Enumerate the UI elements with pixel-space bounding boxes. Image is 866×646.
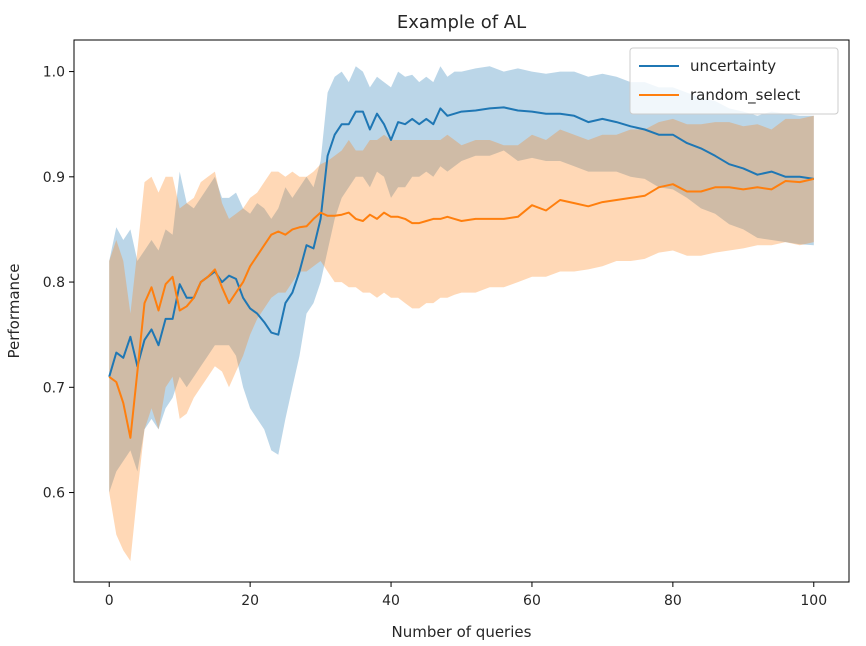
x-tick-label: 60 bbox=[523, 593, 541, 609]
y-axis-ticks: 0.6 0.7 0.8 0.9 1.0 bbox=[43, 65, 74, 502]
x-tick-label: 40 bbox=[382, 593, 400, 609]
legend-box bbox=[629, 47, 839, 115]
legend: uncertainty random_select bbox=[629, 47, 839, 115]
line-random-select bbox=[108, 177, 815, 439]
y-tick-label: 0.7 bbox=[43, 380, 65, 396]
x-axis-label: Number of queries bbox=[392, 623, 532, 641]
y-tick-label: 0.6 bbox=[43, 486, 65, 502]
y-tick-label: 0.8 bbox=[43, 275, 65, 291]
x-tick-label: 80 bbox=[664, 593, 682, 609]
y-tick-label: 1.0 bbox=[43, 65, 65, 81]
legend-label-uncertainty: uncertainty bbox=[690, 57, 776, 75]
confidence-bands bbox=[109, 66, 814, 562]
band-uncertainty bbox=[109, 66, 814, 493]
y-tick-label: 0.9 bbox=[43, 170, 65, 186]
chart-title: Example of AL bbox=[397, 12, 526, 33]
series-lines bbox=[108, 106, 815, 439]
legend-label-random-select: random_select bbox=[690, 86, 800, 105]
plot-area-frame bbox=[73, 39, 850, 583]
y-axis-label: Performance bbox=[5, 263, 23, 358]
x-tick-label: 100 bbox=[800, 593, 827, 609]
x-axis-ticks: 0 20 40 60 80 100 bbox=[105, 582, 827, 609]
x-tick-label: 20 bbox=[241, 593, 259, 609]
band-random-select bbox=[109, 115, 814, 562]
x-tick-label: 0 bbox=[105, 593, 114, 609]
